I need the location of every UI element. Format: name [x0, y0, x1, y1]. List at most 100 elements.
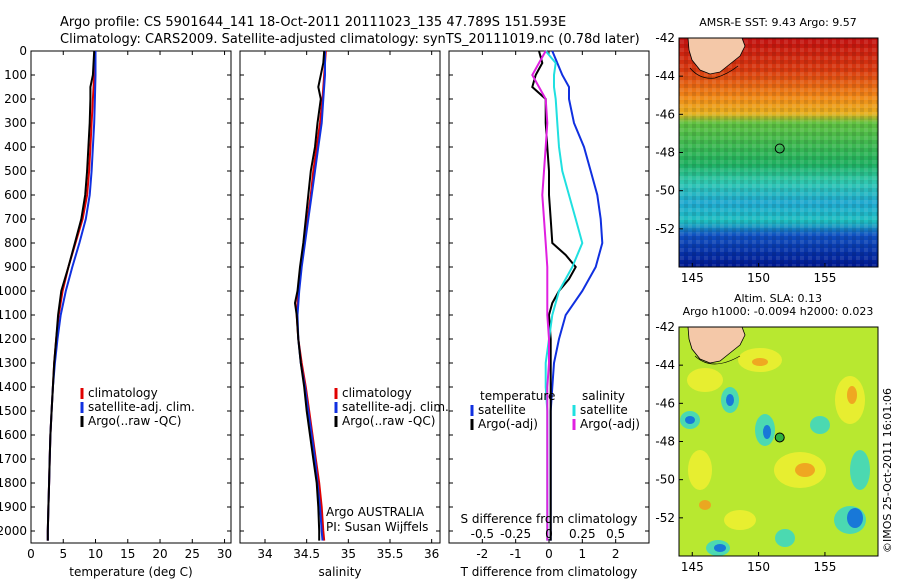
map-lat-tick-label: -44 [655, 358, 675, 372]
difference-secondary-tick-label: 0.5 [606, 527, 625, 541]
difference-x-tick-label: -1 [510, 547, 522, 561]
difference-secondary-tick-label: 0 [545, 527, 553, 541]
depth-tick-label: 1200 [0, 332, 27, 346]
depth-tick-label: 1700 [0, 452, 27, 466]
argo-program-label: Argo AUSTRALIA [326, 505, 425, 519]
difference-secondary-tick-label: -0.5 [471, 527, 494, 541]
depth-tick-label: 2000 [0, 524, 27, 538]
map-lat-tick-label: -50 [655, 184, 675, 198]
difference-legend-title-temperature: temperature [480, 389, 555, 403]
temperature-x-tick-label: 10 [88, 547, 103, 561]
sla-map-title-line2: Argo h1000: -0.0094 h2000: 0.023 [683, 305, 874, 318]
map-lat-tick-label: -52 [655, 511, 675, 525]
map-lat-tick-label: -48 [655, 435, 675, 449]
map-lon-tick-label: 155 [813, 560, 836, 574]
map-lon-tick-label: 145 [681, 271, 704, 285]
sla-shelf-line [694, 355, 741, 365]
temperature-legend-entry: satellite-adj. clim. [88, 400, 195, 414]
difference-legend-entry: Argo(-adj) [580, 417, 640, 431]
sla-peaks [699, 358, 857, 510]
salinity-series-satellite-adj-clim [296, 51, 326, 541]
depth-tick-label: 200 [4, 92, 27, 106]
map-lat-tick-label: -42 [655, 320, 675, 334]
salinity-x-tick-label: 36 [424, 547, 439, 561]
depth-tick-label: 100 [4, 68, 27, 82]
depth-tick-label: 600 [4, 188, 27, 202]
depth-tick-label: 400 [4, 140, 27, 154]
map-lon-tick-label: 150 [747, 271, 770, 285]
temperature-panel: 0 100 200 300 400 500 600 700 800 900 1000 1100 1200… [0, 44, 232, 579]
figure-title-line1: Argo profile: CS 5901644_141 18-Oct-2011… [60, 15, 566, 30]
difference-legend-entry: Argo(-adj) [478, 417, 538, 431]
temperature-legend-entry: Argo(..raw -QC) [88, 414, 181, 428]
sst-map: AMSR-E SST: 9.43 Argo: 9.57 145 150 155 -42… [655, 16, 879, 285]
temperature-x-tick-label: 20 [152, 547, 167, 561]
salinity-legend-entry: climatology [342, 386, 412, 400]
salinity-legend-entry: satellite-adj. clim. [342, 400, 449, 414]
map-lat-tick-label: -46 [655, 107, 675, 121]
temperature-x-axis-label: temperature (deg C) [69, 565, 192, 579]
pi-name-label: PI: Susan Wijffels [326, 520, 428, 534]
depth-tick-label: 1400 [0, 380, 27, 394]
temperature-x-tick-label: 25 [185, 547, 200, 561]
salinity-panel: 34 34.5 35 35.5 36 salinity climatologysatelli… [239, 50, 449, 579]
depth-tick-label: 1900 [0, 500, 27, 514]
sla-tasmania-land [687, 327, 746, 364]
difference-x-tick-label: 1 [579, 547, 587, 561]
map-lon-tick-label: 150 [747, 560, 770, 574]
tasmania-land [687, 38, 746, 75]
difference-x-tick-label: -2 [476, 547, 488, 561]
depth-tick-label: 700 [4, 212, 27, 226]
temperature-x-tick-label: 0 [27, 547, 35, 561]
depth-tick-label: 1100 [0, 308, 27, 322]
depth-tick-label: 300 [4, 116, 27, 130]
difference-panel: -2 -1 0 1 2 T difference from climatology temp… [448, 50, 650, 579]
temperature-legend-entry: climatology [88, 386, 158, 400]
depth-tick-label: 1000 [0, 284, 27, 298]
depth-tick-label: 500 [4, 164, 27, 178]
depth-tick-label: 1300 [0, 356, 27, 370]
salinity-series-argo-raw-qc [293, 50, 326, 541]
depth-tick-label: 800 [4, 236, 27, 250]
map-lon-tick-label: 155 [813, 271, 836, 285]
map-lat-tick-label: -44 [655, 69, 675, 83]
salinity-x-tick-label: 35 [341, 547, 356, 561]
temperature-x-tick-label: 30 [217, 547, 232, 561]
temperature-x-tick-label: 15 [120, 547, 135, 561]
difference-x-axis-label: T difference from climatology [460, 565, 638, 579]
map-lat-tick-label: -46 [655, 396, 675, 410]
map-lat-tick-label: -52 [655, 222, 675, 236]
salinity-legend-entry: Argo(..raw -QC) [342, 414, 435, 428]
salinity-x-tick-label: 35.5 [377, 547, 404, 561]
sla-argo-position-marker [774, 432, 785, 443]
depth-tick-label: 900 [4, 260, 27, 274]
difference-series-salinity-argo-adj [531, 50, 550, 541]
sst-map-title: AMSR-E SST: 9.43 Argo: 9.57 [699, 16, 857, 29]
sst-argo-position-marker [774, 143, 785, 154]
difference-x-tick-label: 2 [612, 547, 620, 561]
difference-x-tick-label: 0 [545, 547, 553, 561]
map-lon-tick-label: 145 [681, 560, 704, 574]
depth-tick-label: 1600 [0, 428, 27, 442]
difference-secondary-tick-label: -0.25 [500, 527, 531, 541]
difference-plot-frame [448, 50, 650, 544]
salinity-x-axis-label: salinity [318, 565, 361, 579]
map-lat-tick-label: -48 [655, 146, 675, 160]
temperature-x-tick-label: 5 [59, 547, 67, 561]
depth-tick-label: 1500 [0, 404, 27, 418]
salinity-plot-frame [239, 50, 441, 544]
difference-secondary-axis-label: S difference from climatology [461, 512, 638, 526]
sla-map-title-line1: Altim. SLA: 0.13 [734, 292, 822, 305]
sla-deep-lows [685, 394, 863, 552]
temperature-series-argo-raw-qc [46, 50, 96, 541]
figure-title-line2: Climatology: CARS2009. Satellite-adjuste… [60, 32, 640, 47]
difference-legend-title-salinity: salinity [582, 389, 625, 403]
depth-tick-label: 1800 [0, 476, 27, 490]
sst-front-line [689, 65, 739, 79]
salinity-x-tick-label: 34 [257, 547, 272, 561]
difference-secondary-tick-label: 0.25 [569, 527, 596, 541]
sla-map: Altim. SLA: 0.13 Argo h1000: -0.0094 h20… [655, 292, 879, 574]
difference-legend-entry: satellite [580, 403, 628, 417]
map-lat-tick-label: -50 [655, 473, 675, 487]
